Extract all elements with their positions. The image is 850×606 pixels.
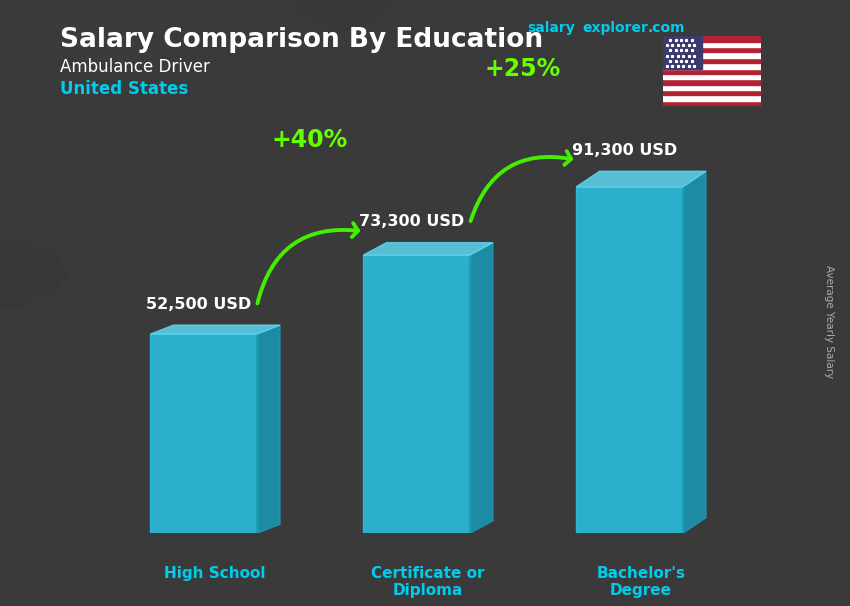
Text: 91,300 USD: 91,300 USD [572, 143, 677, 158]
Text: explorer: explorer [582, 21, 648, 35]
Text: +40%: +40% [272, 128, 348, 152]
Bar [663, 79, 761, 85]
Text: .com: .com [648, 21, 685, 35]
Polygon shape [576, 171, 706, 187]
Bar [663, 74, 761, 79]
Bar [663, 90, 761, 95]
Polygon shape [683, 171, 706, 533]
Bar [576, 187, 683, 533]
Bar [663, 68, 761, 74]
Bar [363, 255, 470, 533]
Text: Certificate or
Diploma: Certificate or Diploma [371, 565, 484, 598]
Bar [663, 36, 761, 42]
Text: Salary Comparison By Education: Salary Comparison By Education [60, 27, 542, 53]
Polygon shape [470, 242, 493, 533]
Bar [663, 95, 761, 101]
Polygon shape [363, 242, 493, 255]
Text: +25%: +25% [484, 57, 561, 81]
Text: Average Yearly Salary: Average Yearly Salary [824, 265, 834, 378]
Bar [663, 53, 761, 58]
Bar [663, 42, 761, 47]
Text: Ambulance Driver: Ambulance Driver [60, 58, 209, 76]
Polygon shape [150, 325, 280, 334]
Bar [663, 58, 761, 63]
Text: Bachelor's
Degree: Bachelor's Degree [597, 565, 686, 598]
Text: High School: High School [164, 565, 266, 581]
Bar [663, 36, 702, 68]
Text: United States: United States [60, 80, 188, 98]
Text: salary: salary [527, 21, 575, 35]
Polygon shape [257, 325, 280, 533]
Bar [663, 85, 761, 90]
Bar [663, 47, 761, 53]
Text: 52,500 USD: 52,500 USD [146, 297, 252, 312]
Bar [663, 63, 761, 68]
Text: 73,300 USD: 73,300 USD [360, 215, 465, 230]
Bar [150, 334, 257, 533]
Bar [663, 101, 761, 106]
